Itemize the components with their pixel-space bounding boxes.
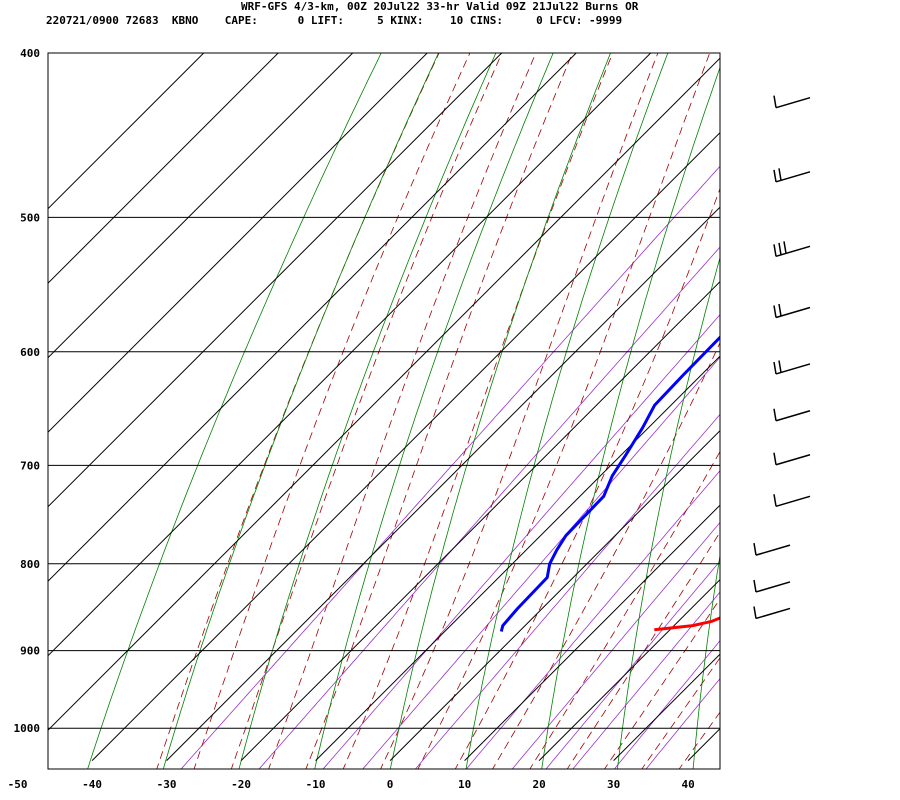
moist-adiabat (305, 53, 573, 769)
dry-adiabat (238, 53, 497, 769)
dry-adiabat (465, 53, 669, 769)
moist-adiabat (230, 53, 503, 769)
temperature-tick-label: 20 (532, 778, 545, 791)
isotherm-isobar-grid (48, 15, 900, 761)
temperature-tick-label: -50 (8, 778, 28, 791)
isotherm (48, 53, 428, 433)
isotherm (166, 206, 720, 761)
dry-adiabat (541, 66, 720, 769)
temperature-tick-label: -40 (82, 778, 102, 791)
moist-adiabat (268, 53, 537, 769)
dry-adiabat (844, 15, 900, 771)
isotherm (48, 53, 205, 210)
wind-barb (773, 241, 811, 258)
moist-adiabat (380, 53, 659, 769)
wind-barb (773, 452, 811, 466)
moist-adiabat (566, 531, 720, 769)
dry-adiabat (769, 15, 900, 771)
temperature-profile (654, 616, 720, 632)
moist-adiabat (417, 53, 711, 769)
profiles (499, 335, 720, 632)
mixing-ratio-line (414, 413, 720, 769)
moist-adiabat (193, 53, 471, 769)
mixing-ratio-line (572, 591, 720, 769)
isotherm (48, 57, 720, 731)
temperature-tick-label: 0 (387, 778, 394, 791)
axis-labels: 400 500 600 700 800 900 1000 -50 -40 -30 -20 -10 0 10… (8, 47, 695, 791)
dry-adiabat (162, 53, 439, 769)
mixing-ratio-line (322, 314, 720, 769)
pressure-tick-label: 800 (20, 558, 40, 571)
wind-barb (753, 606, 791, 620)
mixing-ratio-line (258, 246, 720, 769)
mixing-ratio-line (180, 165, 720, 769)
wind-barb (773, 95, 811, 109)
moist-adiabat (678, 711, 720, 769)
mixing-ratio-lines (180, 165, 720, 769)
wind-barb (773, 408, 811, 422)
dry-adiabat (389, 53, 611, 769)
wind-barb (773, 494, 811, 508)
moist-adiabats (156, 53, 720, 769)
temperature-tick-label: 30 (607, 778, 620, 791)
pressure-tick-label: 400 (20, 47, 40, 60)
pressure-tick-label: 500 (20, 211, 40, 224)
dewpoint-profile (499, 335, 720, 632)
isotherm (464, 504, 720, 761)
moist-adiabat (156, 53, 440, 769)
isotherm (91, 131, 720, 761)
isotherm (538, 578, 720, 761)
isotherm (48, 53, 577, 582)
pressure-tick-label: 700 (20, 459, 40, 472)
wind-barb (753, 579, 791, 593)
moist-adiabat (641, 657, 720, 769)
mixing-ratio-line (465, 470, 720, 769)
mixing-ratio-line (613, 640, 720, 769)
isotherm (48, 53, 652, 657)
temperature-tick-label: 40 (681, 778, 694, 791)
mixing-ratio-line (645, 678, 720, 769)
moist-adiabat (454, 187, 720, 769)
isotherm (315, 355, 720, 761)
plot-area (48, 15, 900, 771)
chart-title: WRF-GFS 4/3-km, 00Z 20Jul22 33-hr Valid … (241, 0, 639, 13)
isotherm (48, 53, 503, 508)
isotherm (48, 53, 279, 284)
isotherm (763, 15, 900, 760)
pressure-tick-label: 1000 (14, 722, 41, 735)
isotherm (837, 15, 900, 760)
moist-adiabat (604, 598, 720, 769)
isotherm (240, 280, 720, 761)
isotherm (389, 429, 720, 761)
plot-frame (47, 52, 721, 770)
wind-barb (773, 360, 811, 375)
temperature-tick-label: -20 (231, 778, 251, 791)
dry-adiabat (692, 553, 720, 769)
isotherm (613, 653, 720, 761)
temperature-tick-label: 10 (458, 778, 471, 791)
wind-barb (773, 168, 811, 183)
mixing-ratio-line (545, 560, 720, 769)
isotherm (48, 53, 354, 359)
wind-barb (753, 542, 791, 556)
moist-adiabat (529, 450, 720, 769)
mixing-ratio-line (362, 356, 720, 769)
pressure-tick-label: 600 (20, 346, 40, 359)
wind-barbs (753, 95, 811, 620)
moist-adiabat (492, 341, 720, 769)
wind-barb (773, 303, 811, 319)
temperature-tick-label: -10 (306, 778, 326, 791)
sounding-stats: 220721/0900 72683 KBNO CAPE: 0 LIFT: 5 K… (46, 14, 623, 27)
dry-adiabat (314, 53, 554, 769)
moist-adiabat (342, 53, 614, 769)
temperature-tick-label: -30 (157, 778, 177, 791)
dry-adiabat (87, 53, 382, 769)
pressure-tick-label: 900 (20, 645, 40, 658)
